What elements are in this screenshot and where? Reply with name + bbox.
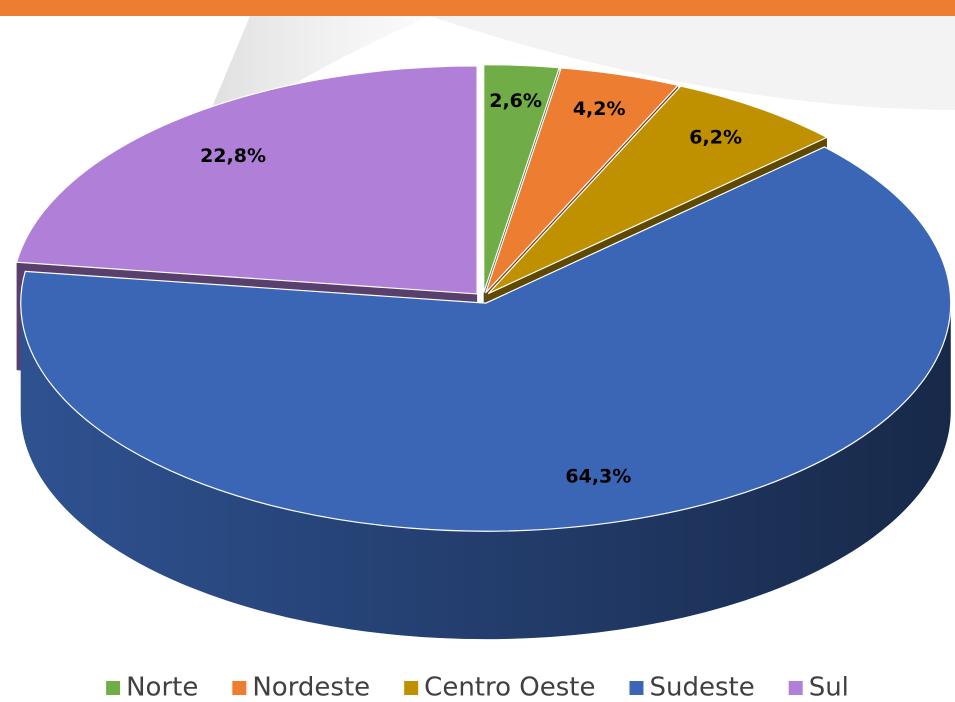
- legend-swatch: [232, 681, 247, 695]
- legend-item: Centro Oeste: [404, 673, 595, 702]
- data-label: 6,2%: [689, 126, 742, 148]
- data-label: 4,2%: [573, 98, 626, 120]
- slice: [487, 85, 829, 295]
- legend-item: Nordeste: [232, 673, 370, 702]
- legend-swatch: [404, 681, 419, 695]
- slice: [483, 64, 561, 293]
- slice-side-shade: [20, 303, 951, 640]
- data-label: 2,6%: [489, 90, 542, 112]
- legend-swatch: [106, 681, 121, 695]
- legend-item: Sul: [788, 673, 849, 702]
- slice: [20, 146, 952, 532]
- legend-swatch: [788, 681, 803, 695]
- top-bar: [0, 0, 955, 16]
- legend-label: Norte: [126, 673, 198, 702]
- legend-swatch: [629, 681, 644, 695]
- legend-label: Centro Oeste: [424, 673, 595, 702]
- data-label: 22,8%: [200, 145, 266, 167]
- legend-label: Sudeste: [649, 673, 754, 702]
- background-swoosh: [190, 16, 430, 160]
- legend-item: Norte: [106, 673, 198, 702]
- legend-label: Nordeste: [252, 673, 370, 702]
- legend-item: Sudeste: [629, 673, 755, 702]
- legend-label: Sul: [809, 673, 849, 702]
- data-label: 64,3%: [565, 465, 631, 487]
- background-swoosh: [250, 16, 955, 110]
- slice: [15, 65, 478, 295]
- slice: [485, 67, 680, 294]
